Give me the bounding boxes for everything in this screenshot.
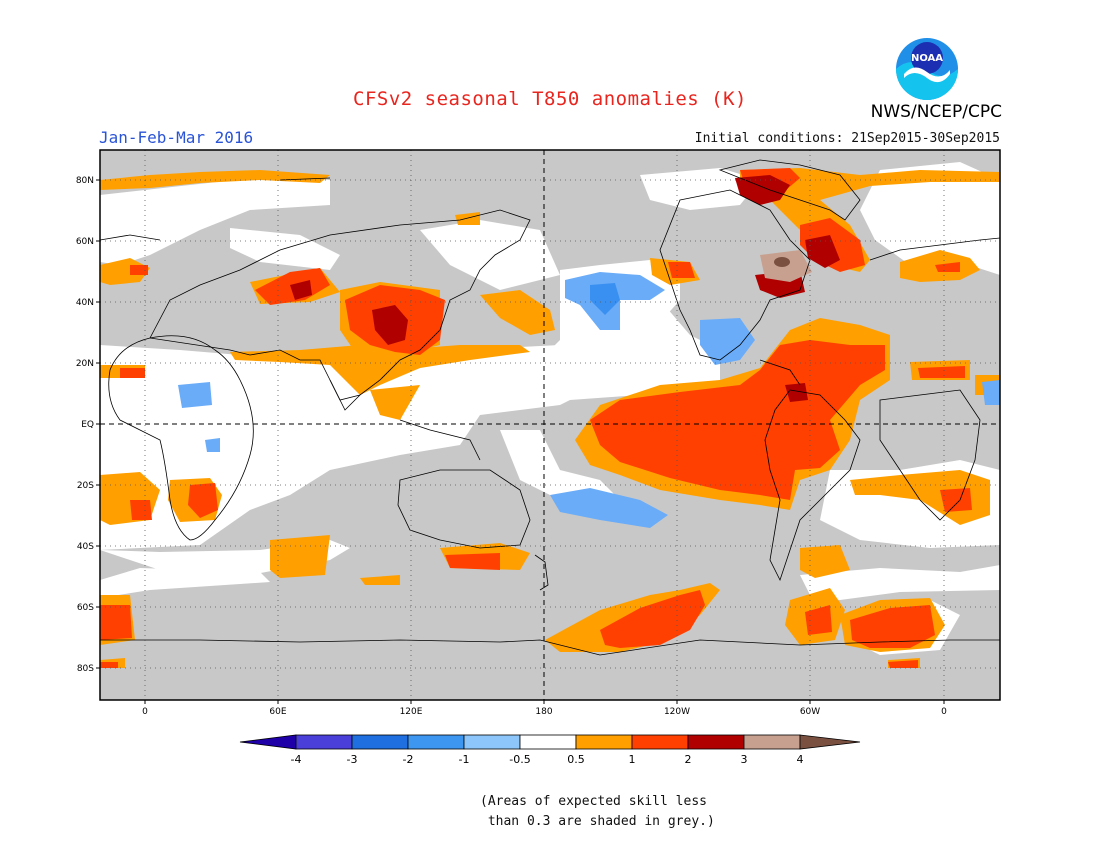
- colorbar-bin: [295, 734, 353, 750]
- blue-regions: [178, 272, 1000, 528]
- noaa-logo-icon: NOAA: [896, 38, 958, 100]
- colorbar-bin: [519, 734, 577, 750]
- colorbar-label: -1: [459, 753, 470, 766]
- map-plot-area: [100, 150, 1000, 700]
- colorbar-label: -3: [347, 753, 358, 766]
- colorbar-label: 3: [741, 753, 748, 766]
- colorbar-arrow-high: [799, 734, 861, 750]
- lat-label-80s: 80S: [77, 664, 94, 674]
- colorbar-bin: [351, 734, 409, 750]
- lat-label-20s: 20S: [77, 481, 94, 491]
- colorbar-label: -0.5: [509, 753, 530, 766]
- colorbar-arrow-low: [239, 734, 297, 750]
- brown-regions: [760, 250, 812, 282]
- coastlines: [100, 159, 1000, 656]
- colorbar-label: 4: [797, 753, 804, 766]
- lon-ticks: [144, 700, 945, 704]
- colorbar-bin: [463, 734, 521, 750]
- initial-conditions-label: Initial conditions: 21Sep2015-30Sep2015: [694, 131, 1000, 146]
- lat-label-60s: 60S: [77, 603, 94, 613]
- colorbar-label: 2: [685, 753, 692, 766]
- skill-note: (Areas of expected skill less than 0.3 a…: [480, 792, 715, 832]
- lat-label-40n: 40N: [76, 298, 94, 308]
- colorbar-label: -2: [403, 753, 414, 766]
- agency-label: NWS/NCEP/CPC: [870, 102, 1002, 122]
- skill-note-line-1: (Areas of expected skill less: [480, 794, 707, 809]
- season-label: Jan-Feb-Mar 2016: [99, 128, 254, 147]
- colorbar-bin: [631, 734, 689, 750]
- map-frame: [99, 149, 1001, 701]
- dark-red-regions: [290, 175, 840, 402]
- colorbar-bin: [687, 734, 745, 750]
- chart-title: CFSv2 seasonal T850 anomalies (K): [353, 88, 747, 110]
- lon-label-60w: 60W: [800, 707, 820, 717]
- lat-label-40s: 40S: [77, 542, 94, 552]
- noaa-logo-text: NOAA: [911, 53, 943, 64]
- graticule: [100, 150, 1000, 700]
- lon-label-0-east: 0: [941, 707, 947, 717]
- reference-lines: [100, 150, 1000, 700]
- lon-label-120w: 120W: [664, 707, 690, 717]
- lon-label-180: 180: [535, 707, 552, 717]
- lat-label-eq: EQ: [81, 420, 94, 430]
- colorbar-label: 0.5: [567, 753, 585, 766]
- lat-ticks: [96, 179, 100, 669]
- lon-label-120e: 120E: [400, 707, 423, 717]
- lat-label-80n: 80N: [76, 176, 94, 186]
- colorbar-label: 1: [629, 753, 636, 766]
- colorbar-label: -4: [291, 753, 302, 766]
- lon-label-60e: 60E: [269, 707, 286, 717]
- skill-note-line-2: than 0.3 are shaded in grey.): [480, 814, 715, 829]
- colorbar-bin: [575, 734, 633, 750]
- lat-label-60n: 60N: [76, 237, 94, 247]
- colorbar-bin: [743, 734, 801, 750]
- colorbar-bin: [407, 734, 465, 750]
- colorbar: [239, 734, 861, 750]
- lat-label-20n: 20N: [76, 359, 94, 369]
- lon-label-0: 0: [142, 707, 148, 717]
